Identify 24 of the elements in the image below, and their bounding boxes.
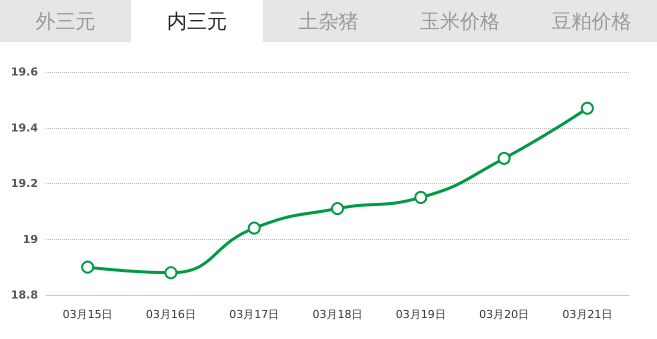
y-tick-label: 19 [22,232,38,246]
point [580,102,594,115]
text: 外三元 [0,0,132,42]
x-tick-label: 03月16日 [146,308,196,321]
y-tick-label: 19.2 [10,177,38,190]
x-tick-label: 03月19日 [396,308,446,321]
x-tick-label: 03月18日 [312,308,362,321]
text: 豆粕价格 [526,0,657,42]
point [164,266,178,280]
y-tick-label: 19.4 [10,121,38,134]
y-tick-label: 18.8 [10,288,38,302]
point [414,190,428,204]
x-tick-label: 03月21日 [562,308,612,321]
point [331,202,344,216]
text: 土杂猪 [262,0,394,42]
point [498,152,511,165]
x-tick-label: 03月17日 [229,308,280,321]
x-tick-label: 03月15日 [62,308,113,321]
x-tick-label: 03月20日 [479,308,530,321]
y-tick-label: 19.6 [10,66,38,78]
text: 玉米价格 [394,0,526,42]
chart-title: 内三元 [131,0,263,42]
point [248,222,261,235]
point [81,260,94,274]
